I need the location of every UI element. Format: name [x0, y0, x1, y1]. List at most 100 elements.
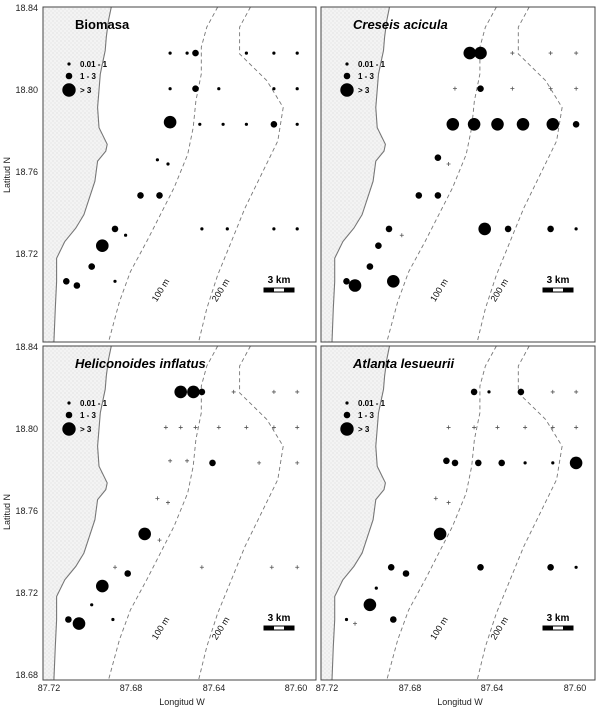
station-point [221, 122, 225, 126]
station-zero-mark [399, 233, 404, 238]
panel-title: Heliconoides inflatus [75, 356, 206, 371]
station-point [163, 115, 177, 129]
station-zero-mark [185, 458, 190, 463]
station-point [574, 227, 578, 231]
y-tick-bottom-2: 18.76 [15, 506, 38, 516]
x-axis-label-left: Longitud W [159, 697, 205, 707]
scale-bar-segment [284, 626, 294, 630]
station-point [272, 87, 276, 91]
station-point [523, 461, 527, 465]
coastline [53, 6, 112, 343]
station-point [63, 278, 70, 285]
station-point [415, 192, 423, 199]
station-point [168, 87, 172, 91]
station-point [547, 564, 554, 571]
station-point [111, 225, 119, 233]
x-tick-left-3: 87.60 [285, 683, 308, 693]
y-tick-bottom-1: 18.80 [15, 424, 38, 434]
station-point [467, 118, 481, 131]
x-axis-label-right: Longitud W [437, 697, 483, 707]
station-point [244, 122, 248, 126]
station-zero-mark [295, 425, 300, 430]
station-point [547, 225, 554, 233]
y-tick-top-1: 18.80 [15, 85, 38, 95]
station-zero-mark [231, 389, 236, 394]
station-point [73, 282, 81, 289]
scale-bar-segment [563, 288, 573, 292]
land-area [43, 7, 112, 342]
isobath-100 [386, 345, 497, 681]
station-zero-mark [510, 86, 515, 91]
station-point [217, 87, 221, 91]
station-zero-mark [257, 460, 262, 465]
scale-bar-segment [264, 626, 274, 630]
station-zero-mark [472, 425, 477, 430]
station-zero-mark [216, 425, 221, 430]
station-zero-mark [163, 425, 168, 430]
x-tick-left-1: 87.68 [120, 683, 143, 693]
station-point [475, 459, 482, 467]
station-zero-mark [446, 500, 451, 505]
station-zero-mark [574, 389, 579, 394]
legend-symbol-small [345, 401, 349, 405]
isobath-200 [198, 6, 284, 343]
station-point [168, 51, 172, 55]
station-point [272, 51, 276, 55]
station-zero-mark [271, 425, 276, 430]
legend-label-medium: 1 - 3 [80, 72, 97, 81]
station-zero-mark [550, 389, 555, 394]
station-point [198, 388, 206, 396]
station-zero-mark [178, 425, 183, 430]
scale-bar-label: 3 km [547, 275, 570, 286]
scale-bar-label: 3 km [268, 613, 291, 624]
x-tick-right-0: 87.72 [316, 683, 339, 693]
station-point [65, 616, 72, 623]
station-point [113, 279, 117, 283]
station-point [155, 158, 159, 162]
station-point [90, 603, 94, 607]
station-point [569, 456, 583, 470]
station-point [443, 457, 450, 465]
legend-symbol-large [62, 422, 76, 436]
panel-title: Biomasa [75, 17, 130, 32]
station-point [111, 617, 115, 622]
station-point [385, 225, 393, 233]
station-point [343, 278, 350, 285]
legend-symbol-small [67, 62, 71, 66]
station-point [270, 121, 278, 128]
station-zero-mark [155, 496, 160, 501]
station-point [72, 617, 86, 630]
scale-bar-label: 3 km [268, 275, 291, 286]
station-point [88, 263, 95, 270]
station-point [463, 46, 477, 60]
station-point [344, 617, 349, 622]
panel-frame [42, 6, 317, 343]
station-point [387, 275, 400, 288]
station-point [124, 233, 128, 237]
y-tick-top-2: 18.76 [15, 167, 38, 177]
station-zero-mark [157, 538, 162, 543]
station-point [200, 227, 204, 231]
legend-symbol-medium [343, 411, 351, 419]
station-zero-mark [113, 565, 118, 570]
station-point [390, 616, 397, 623]
station-point [348, 279, 362, 292]
station-point [272, 227, 276, 231]
station-point [137, 192, 144, 199]
station-point [96, 239, 109, 252]
y-axis-label-bottom: Latitud N [2, 494, 12, 530]
x-tick-right-1: 87.68 [399, 683, 422, 693]
station-zero-mark [199, 565, 204, 570]
coastline [53, 345, 112, 681]
isobath-200 [476, 345, 563, 681]
legend-symbol-large [62, 83, 76, 97]
station-zero-mark [452, 86, 457, 91]
legend-label-large: > 3 [80, 425, 92, 434]
station-point [487, 390, 491, 394]
station-point [198, 122, 202, 126]
land-area [43, 346, 112, 680]
y-tick-bottom-4: 18.68 [15, 670, 38, 680]
